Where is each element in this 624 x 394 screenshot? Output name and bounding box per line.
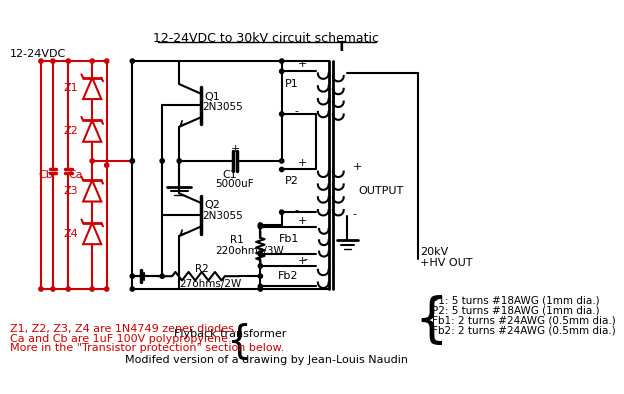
- Text: 12-24VDC: 12-24VDC: [10, 49, 67, 59]
- Text: Fb1: 2 turns #24AWG (0.5mm dia.): Fb1: 2 turns #24AWG (0.5mm dia.): [432, 316, 616, 325]
- Circle shape: [258, 225, 263, 229]
- Circle shape: [51, 287, 55, 291]
- Text: Q2: Q2: [205, 200, 221, 210]
- Text: 20kV: 20kV: [420, 247, 448, 257]
- Text: Z1, Z2, Z3, Z4 are 1N4749 zener diodes.: Z1, Z2, Z3, Z4 are 1N4749 zener diodes.: [10, 324, 238, 334]
- Text: +: +: [298, 256, 307, 266]
- Circle shape: [66, 287, 71, 291]
- Text: +: +: [298, 59, 307, 69]
- Text: -: -: [303, 254, 307, 264]
- Circle shape: [105, 163, 109, 167]
- Circle shape: [130, 159, 134, 163]
- Text: Fb2: 2 turns #24AWG (0.5mm dia.): Fb2: 2 turns #24AWG (0.5mm dia.): [432, 326, 616, 336]
- Circle shape: [39, 59, 43, 63]
- Text: -: -: [353, 209, 356, 219]
- Circle shape: [90, 159, 94, 163]
- Text: {: {: [415, 296, 449, 348]
- Circle shape: [280, 167, 284, 172]
- Text: 220ohms/3W: 220ohms/3W: [215, 245, 284, 256]
- Circle shape: [280, 69, 284, 73]
- Text: +: +: [231, 144, 240, 154]
- Circle shape: [258, 274, 263, 278]
- Circle shape: [258, 264, 263, 268]
- Text: P1: P1: [285, 79, 299, 89]
- Text: Fb1: Fb1: [278, 234, 299, 245]
- Text: +: +: [298, 216, 307, 226]
- Circle shape: [280, 159, 284, 163]
- Circle shape: [258, 252, 263, 256]
- Text: Z1: Z1: [64, 84, 78, 93]
- Text: Fb2: Fb2: [278, 271, 299, 281]
- Text: Ca: Ca: [68, 171, 83, 180]
- Text: Q1: Q1: [205, 92, 221, 102]
- Circle shape: [90, 287, 94, 291]
- Text: T: T: [337, 41, 347, 54]
- Circle shape: [280, 59, 284, 63]
- Circle shape: [130, 159, 134, 163]
- Circle shape: [160, 159, 164, 163]
- Text: -: -: [295, 106, 299, 117]
- Text: +: +: [353, 162, 362, 172]
- Circle shape: [130, 274, 134, 278]
- Text: Z4: Z4: [63, 229, 78, 238]
- Circle shape: [66, 59, 71, 63]
- Text: 2N3055: 2N3055: [202, 102, 243, 112]
- Text: 27ohms/2W: 27ohms/2W: [179, 279, 241, 289]
- Circle shape: [258, 284, 263, 288]
- Text: P2: P2: [285, 176, 299, 186]
- Text: Z2: Z2: [63, 126, 78, 136]
- Circle shape: [90, 59, 94, 63]
- Circle shape: [39, 287, 43, 291]
- Circle shape: [51, 59, 55, 63]
- Text: P2: 5 turns #18AWG (1mm dia.): P2: 5 turns #18AWG (1mm dia.): [432, 305, 600, 315]
- Text: +HV OUT: +HV OUT: [420, 258, 472, 268]
- Text: 5000uF: 5000uF: [215, 179, 254, 189]
- Circle shape: [280, 210, 284, 214]
- Circle shape: [177, 159, 182, 163]
- Text: 12-24VDC to 30kV circuit schematic: 12-24VDC to 30kV circuit schematic: [154, 32, 379, 45]
- Text: Modifed version of a drawing by Jean-Louis Naudin: Modifed version of a drawing by Jean-Lou…: [125, 355, 408, 365]
- Text: C1: C1: [222, 171, 236, 180]
- Text: R1: R1: [230, 235, 244, 245]
- Circle shape: [105, 287, 109, 291]
- Circle shape: [130, 287, 134, 291]
- Text: OUTPUT: OUTPUT: [359, 186, 404, 196]
- Circle shape: [160, 274, 164, 278]
- Text: +: +: [298, 158, 307, 168]
- Text: P1: 5 turns #18AWG (1mm dia.): P1: 5 turns #18AWG (1mm dia.): [432, 295, 600, 305]
- Circle shape: [258, 287, 263, 291]
- Circle shape: [130, 59, 134, 63]
- Circle shape: [258, 223, 263, 227]
- Text: -: -: [295, 205, 299, 216]
- Circle shape: [280, 112, 284, 116]
- Text: More in the "Transistor protection" section below.: More in the "Transistor protection" sect…: [10, 343, 285, 353]
- Text: Ca and Cb are 1uF 100V polypropylene.: Ca and Cb are 1uF 100V polypropylene.: [10, 333, 232, 344]
- Text: }: }: [218, 321, 243, 359]
- Circle shape: [105, 59, 109, 63]
- Text: 2N3055: 2N3055: [202, 212, 243, 221]
- Text: Z3: Z3: [64, 186, 78, 196]
- Text: Flyback transformer: Flyback transformer: [174, 329, 286, 339]
- Text: Cb: Cb: [38, 171, 53, 180]
- Text: R2: R2: [195, 264, 208, 273]
